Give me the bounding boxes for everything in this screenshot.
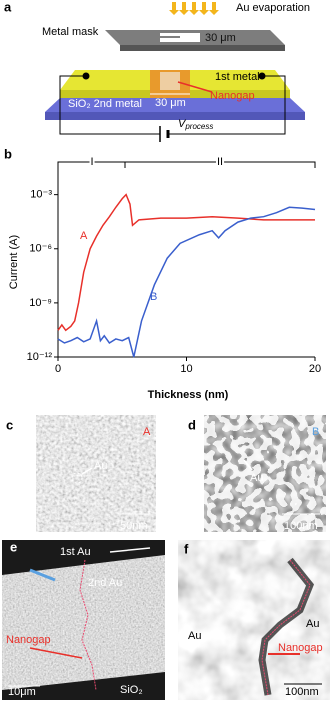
arrow bbox=[29, 568, 56, 582]
panel-label: f bbox=[184, 541, 189, 556]
sample-tag: B bbox=[312, 426, 319, 438]
y-tick-label: 10⁻³ bbox=[30, 189, 52, 201]
x-tick-label: 20 bbox=[309, 363, 321, 375]
voltage-subscript: process bbox=[184, 122, 213, 131]
scale-label: 100nm bbox=[284, 520, 318, 532]
nanogap-arrow bbox=[29, 647, 83, 659]
first-metal-label: 1st metal bbox=[215, 71, 260, 83]
au-arrow bbox=[81, 467, 93, 475]
panel-b: b Current (A) Thickness (nm) I II 10⁻³ 10… bbox=[4, 146, 321, 400]
circuit bbox=[59, 75, 286, 135]
nanogap-trace bbox=[79, 559, 97, 691]
panel-label: d bbox=[188, 417, 196, 432]
au-label: Au bbox=[306, 618, 319, 630]
mask-edge bbox=[120, 45, 285, 51]
au-arrow bbox=[243, 459, 253, 471]
x-tick-label: 10 bbox=[180, 363, 192, 375]
voltage-label: Vprocess bbox=[178, 118, 213, 131]
panel-a: a Au evaporation Metal mask 30 μm 1st me… bbox=[4, 0, 310, 142]
y-tick-label: 10⁻⁶ bbox=[29, 243, 52, 255]
panel-f: f Au Au Nanogap 100nm bbox=[178, 540, 330, 700]
au-label: Au bbox=[94, 460, 107, 472]
evaporation-arrows bbox=[169, 2, 219, 15]
gap-width: 30 μm bbox=[155, 97, 186, 109]
gap-window bbox=[160, 72, 180, 90]
y-tick-label: 10⁻⁹ bbox=[29, 297, 52, 309]
y-axis-label: Current (A) bbox=[8, 235, 20, 289]
nanogap-label: Nanogap bbox=[210, 90, 255, 102]
region-label: II bbox=[217, 156, 223, 168]
series-label: B bbox=[150, 291, 157, 303]
series-line bbox=[57, 193, 315, 332]
x-axis-label: Thickness (nm) bbox=[148, 389, 229, 401]
panel-label: c bbox=[6, 417, 13, 432]
first-au-label: 1st Au bbox=[60, 546, 91, 558]
substrate-label: SiO₂ 2nd metal bbox=[68, 98, 142, 110]
panel-c: c A Au 50nm bbox=[6, 415, 156, 532]
x-tick-label: 0 bbox=[55, 363, 61, 375]
second-au-label: 2nd Au bbox=[88, 577, 122, 589]
substrate-label: SiO₂ bbox=[120, 684, 143, 696]
mask-width: 30 μm bbox=[205, 32, 236, 44]
panel-label: e bbox=[10, 539, 17, 554]
bottom-region bbox=[2, 672, 165, 700]
evaporation-label: Au evaporation bbox=[236, 2, 310, 14]
nanogap-label: Nanogap bbox=[278, 642, 323, 654]
micrograph bbox=[36, 415, 156, 532]
au-label: Au bbox=[250, 472, 263, 484]
scale-label: 10μm bbox=[8, 686, 36, 698]
grain-marker bbox=[71, 472, 83, 484]
nanogap-label: Nanogap bbox=[6, 634, 51, 646]
micrograph bbox=[204, 415, 326, 532]
gap-shadow bbox=[258, 557, 315, 696]
nanogap-arrow bbox=[177, 81, 213, 93]
substrate-edge bbox=[45, 112, 305, 120]
series-label: A bbox=[80, 230, 88, 242]
scale-label: 100nm bbox=[285, 686, 319, 698]
scale-label: 50nm bbox=[120, 520, 148, 532]
micrograph bbox=[178, 540, 330, 700]
sample-tag: A bbox=[143, 426, 151, 438]
mask-label: Metal mask bbox=[42, 26, 99, 38]
voltage-symbol: V bbox=[178, 118, 187, 130]
au-label: Au bbox=[188, 630, 201, 642]
y-tick-label: 10⁻¹² bbox=[27, 351, 53, 363]
series-line bbox=[57, 206, 316, 358]
region-bracket bbox=[57, 161, 316, 168]
panel-e: e 1st Au 2nd Au Nanogap 10μm SiO₂ bbox=[2, 539, 165, 700]
arrow bbox=[109, 547, 151, 553]
substrate bbox=[45, 98, 305, 112]
first-au-region bbox=[2, 540, 165, 575]
region-label: I bbox=[90, 156, 93, 168]
panel-d: d B Au 100nm bbox=[188, 415, 326, 532]
panel-label: a bbox=[4, 0, 12, 14]
panel-label: b bbox=[4, 146, 12, 161]
